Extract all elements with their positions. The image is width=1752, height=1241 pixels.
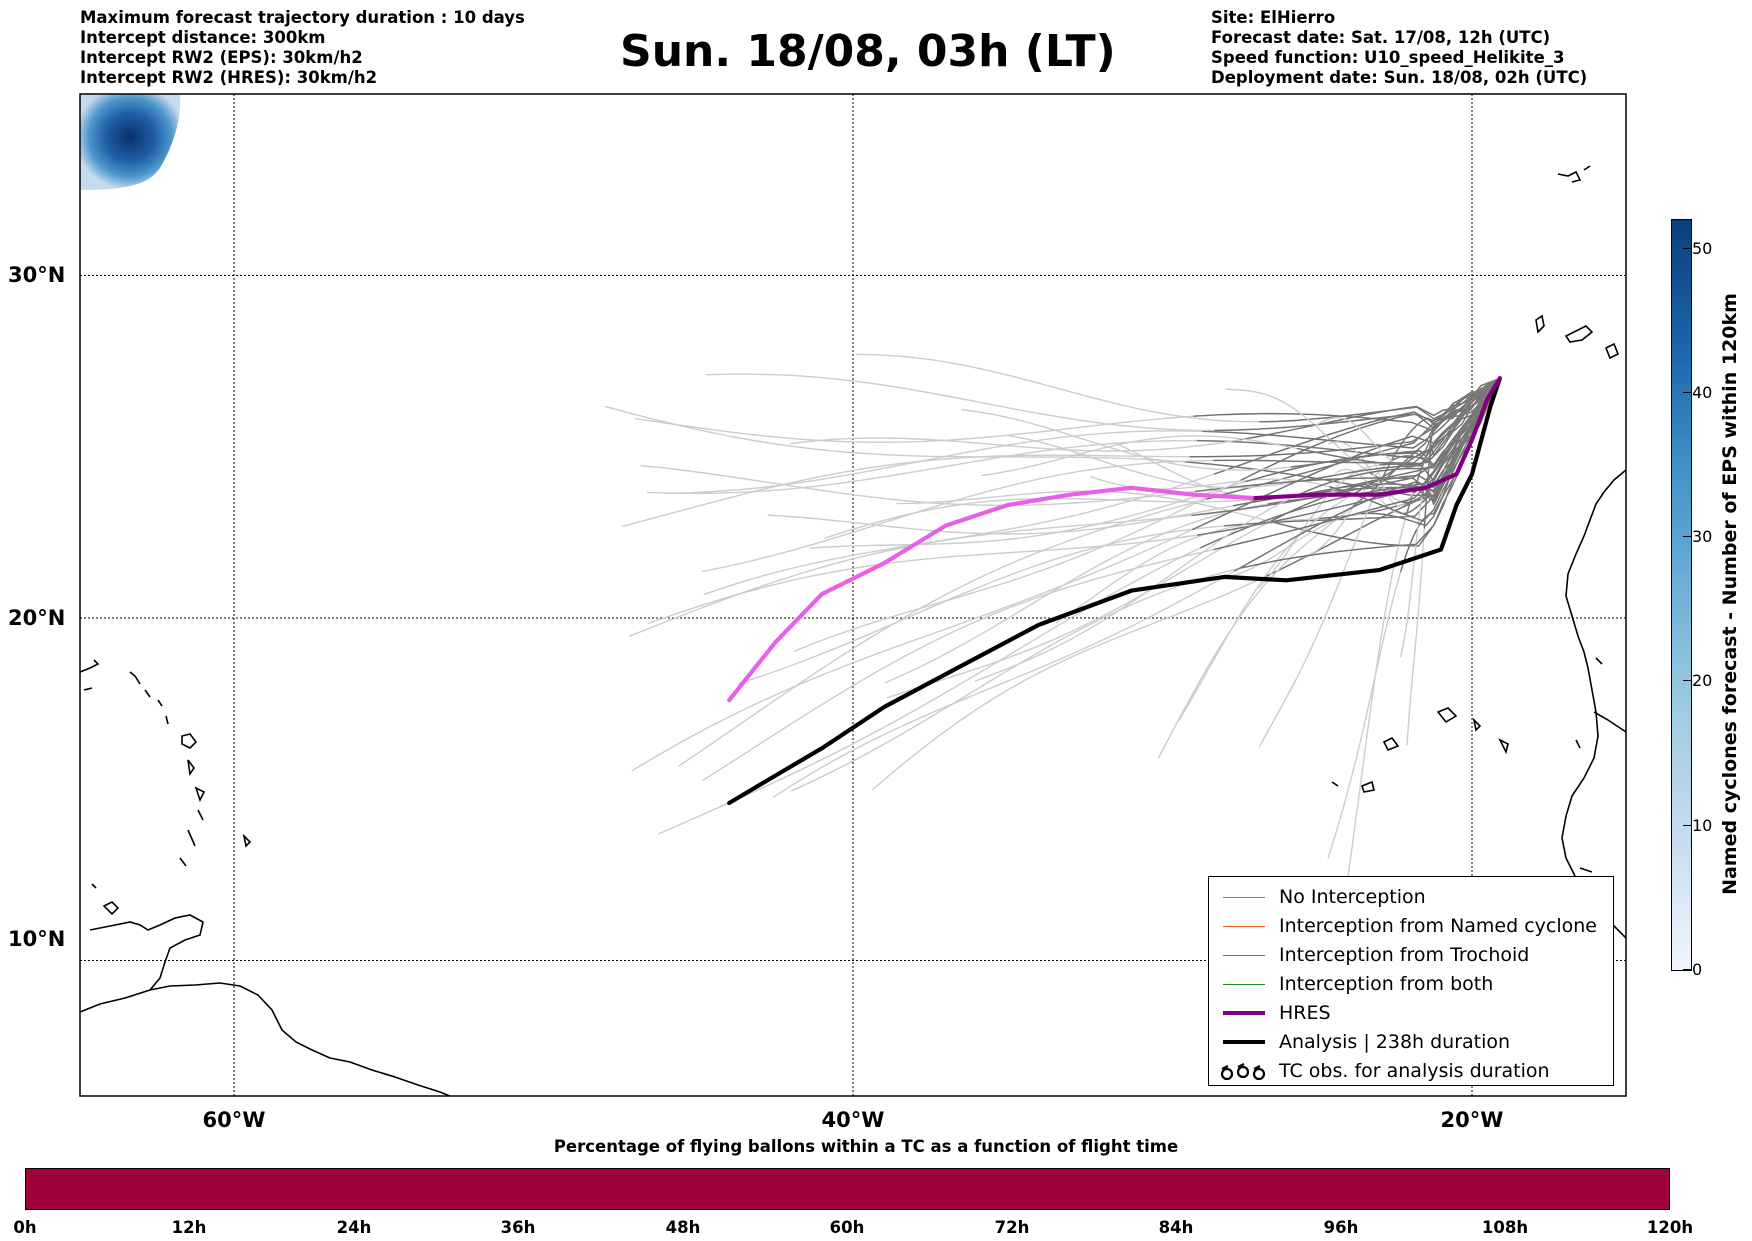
- lon-label-40w: 40°W: [821, 1108, 885, 1132]
- header-line: Intercept distance: 300km: [80, 28, 326, 47]
- legend-item-hres: HRES: [1217, 999, 1609, 1027]
- colorbar-tick: 50: [1692, 239, 1713, 258]
- cyclone-density-blob: [80, 94, 181, 190]
- eps-trajectory-recent: [1194, 377, 1501, 493]
- colorbar-tick: 40: [1692, 383, 1713, 402]
- header-line: Forecast date: Sat. 17/08, 12h (UTC): [1211, 28, 1551, 47]
- time-colorbar: [25, 1168, 1670, 1210]
- eps-trajectory-recent: [1196, 377, 1501, 459]
- eps-trajectories: [604, 353, 1501, 882]
- eps-trajectory-recent: [1245, 377, 1501, 483]
- map-legend: No Interception Interception from Named …: [1208, 876, 1614, 1086]
- eps-trajectory-recent: [1213, 377, 1501, 551]
- time-tick: 120h: [1646, 1218, 1694, 1237]
- eps-trajectory-recent: [1214, 377, 1501, 432]
- header-line: Deployment date: Sun. 18/08, 02h (UTC): [1211, 68, 1588, 87]
- header-info-right: Site: ElHierro Forecast date: Sat. 17/08…: [1211, 8, 1587, 88]
- lat-label-30n: 30°N: [8, 263, 66, 287]
- map-frame: [79, 93, 1627, 1097]
- time-tick: 12h: [171, 1218, 207, 1237]
- lat-label-20n: 20°N: [8, 606, 66, 630]
- analysis-track: [727, 376, 1503, 806]
- header-line: Maximum forecast trajectory duration : 1…: [80, 8, 525, 27]
- legend-label: HRES: [1279, 1002, 1331, 1024]
- eps-trajectory-recent: [1294, 377, 1501, 497]
- time-tick: 72h: [994, 1218, 1030, 1237]
- time-tick: 96h: [1323, 1218, 1359, 1237]
- header-line: Site: ElHierro: [1211, 8, 1336, 27]
- eps-trajectory-recent: [1206, 377, 1501, 500]
- legend-item-analysis: Analysis | 238h duration: [1217, 1028, 1609, 1056]
- eps-trajectory-recent: [1213, 377, 1501, 464]
- eps-trajectory-recent: [1396, 377, 1501, 468]
- legend-label: Interception from Trochoid: [1279, 944, 1530, 966]
- hres-track-late-part: [727, 485, 1258, 703]
- time-colorbar-title: Percentage of flying ballons within a TC…: [553, 1137, 1179, 1156]
- graticule: [80, 94, 1626, 1096]
- time-tick: 36h: [500, 1218, 536, 1237]
- legend-label: TC obs. for analysis duration: [1279, 1060, 1550, 1082]
- colorbar-label: Named cyclones forecast - Number of EPS …: [1719, 293, 1741, 895]
- legend-label: Analysis | 238h duration: [1279, 1031, 1511, 1053]
- time-tick: 0h: [13, 1218, 37, 1237]
- header-line: Intercept RW2 (HRES): 30km/h2: [80, 68, 378, 87]
- legend-item-named-cyclone: Interception from Named cyclone: [1217, 912, 1609, 940]
- eps-trajectory-recent: [1355, 377, 1501, 494]
- legend-item-trochoid: Interception from Trochoid: [1217, 941, 1609, 969]
- header-line: Speed function: U10_speed_Helikite_3: [1211, 48, 1565, 67]
- colorbar-tick: 30: [1692, 527, 1713, 546]
- time-tick: 60h: [829, 1218, 865, 1237]
- eps-trajectory-recent: [1234, 377, 1501, 572]
- time-tick: 84h: [1158, 1218, 1194, 1237]
- header-info-left: Maximum forecast trajectory duration : 1…: [80, 8, 525, 88]
- time-tick: 24h: [336, 1218, 372, 1237]
- colorbar-tick: 20: [1692, 671, 1713, 690]
- legend-label: Interception from Named cyclone: [1279, 915, 1597, 937]
- colorbar-tick: 10: [1692, 816, 1713, 835]
- legend-item-tc-obs: TC obs. for analysis duration: [1217, 1057, 1609, 1085]
- lon-label-20w: 20°W: [1440, 1108, 1504, 1132]
- hres-track-early-part: [1253, 376, 1503, 501]
- vertical-colorbar: [1671, 219, 1692, 971]
- legend-item-no-interception: No Interception: [1217, 883, 1609, 911]
- legend-item-both: Interception from both: [1217, 970, 1609, 998]
- time-tick: 108h: [1481, 1218, 1529, 1237]
- lat-label-10n: 10°N: [8, 927, 66, 951]
- header-line: Intercept RW2 (EPS): 30km/h2: [80, 48, 363, 67]
- tc-symbol-icon: [1220, 1063, 1266, 1081]
- legend-label: No Interception: [1279, 886, 1426, 908]
- map-title: Sun. 18/08, 03h (LT): [620, 26, 1116, 77]
- time-tick: 48h: [665, 1218, 701, 1237]
- lon-label-60w: 60°W: [202, 1108, 266, 1132]
- legend-label: Interception from both: [1279, 973, 1494, 995]
- colorbar-tick: 0: [1692, 960, 1703, 979]
